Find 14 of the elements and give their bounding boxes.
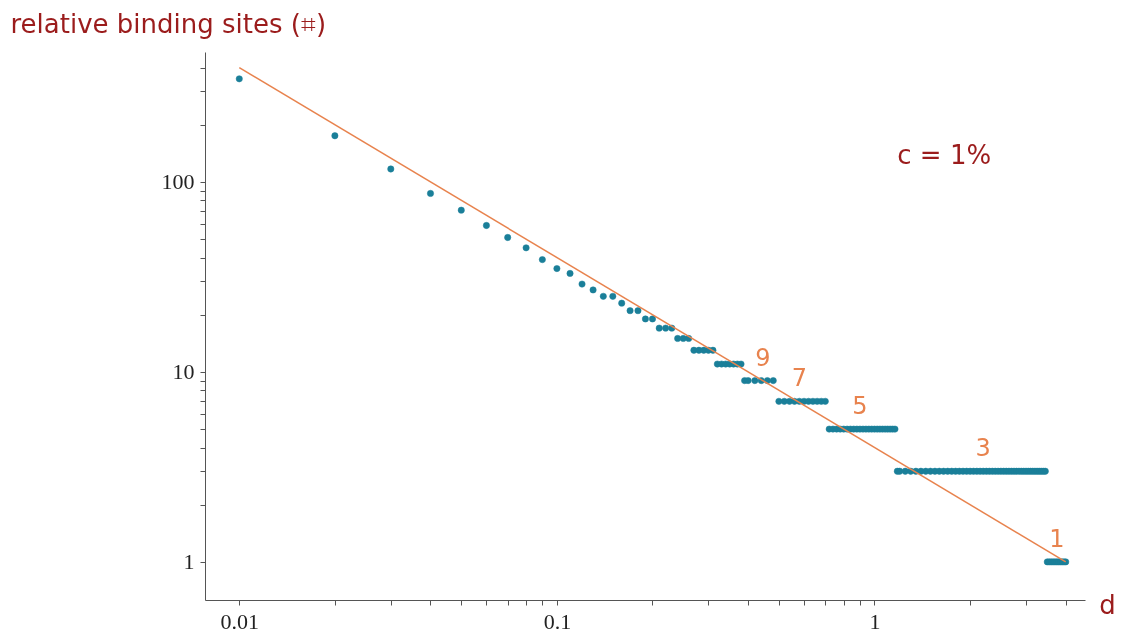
x-tick-label: 0.01 [220,608,260,634]
y-tick-label: 10 [172,359,195,385]
annotation: 9 [755,343,771,372]
annotation: 5 [852,392,868,421]
annotation: 1 [1049,524,1065,553]
y-axis-title: relative binding sites (⌗) [10,8,327,39]
annotation: 3 [975,434,991,463]
annotation: 7 [791,364,807,393]
y-tick-label: 1 [183,549,195,575]
x-axis-title: d [1099,589,1116,620]
y-tick-label: 100 [161,169,195,195]
x-tick-label: 1 [869,608,881,634]
annotation: c = 1% [897,140,992,171]
x-tick-label: 0.1 [543,608,572,634]
